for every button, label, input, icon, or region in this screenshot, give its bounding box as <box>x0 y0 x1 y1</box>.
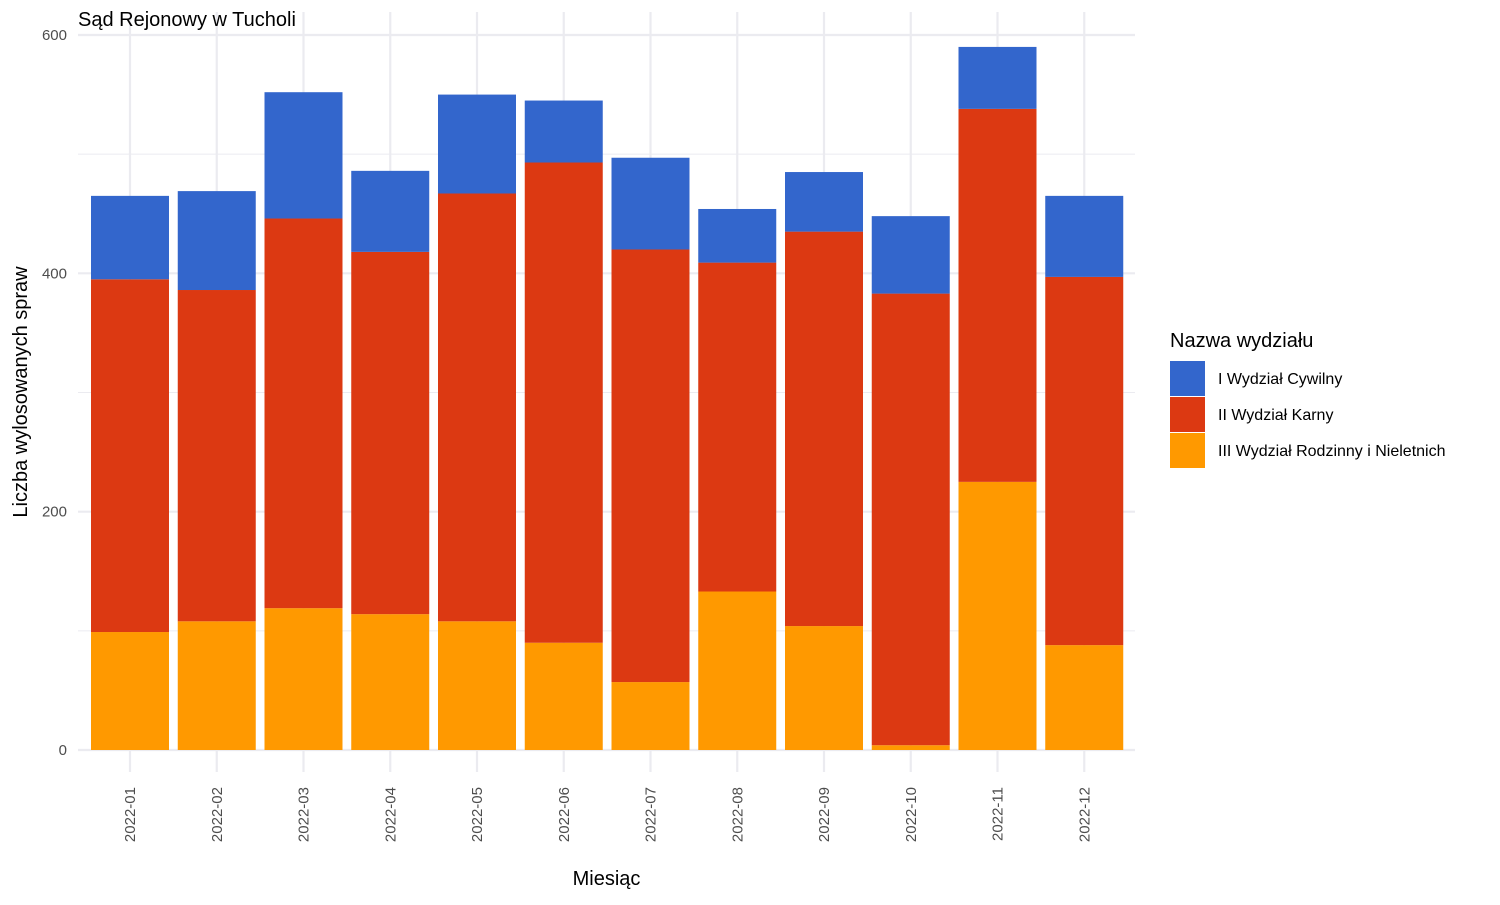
bar-segment <box>177 290 256 622</box>
bar-segment <box>785 231 863 627</box>
y-tick-label: 0 <box>59 742 67 759</box>
bar-segment <box>177 621 256 750</box>
x-tick-label: 2022-01 <box>122 787 139 842</box>
bar-segment <box>871 745 950 750</box>
bar-segment <box>177 191 256 291</box>
legend-label: I Wydział Cywilny <box>1218 371 1342 388</box>
bar-segment <box>958 108 1037 482</box>
bar-segment <box>264 218 343 609</box>
x-tick-label: 2022-10 <box>903 787 920 842</box>
axis-layer: 0 200 400 600 2022-01 2022-02 2022-03 2022-04 20… <box>42 27 1093 842</box>
legend: Nazwa wydziału I Wydział Cywilny II Wydzi… <box>1170 330 1446 468</box>
bar-segment <box>91 632 169 750</box>
bar-segment <box>1045 195 1124 277</box>
bar-segment <box>958 46 1037 109</box>
bar-segment <box>351 170 430 252</box>
bar-segment <box>785 172 863 232</box>
bar-segment <box>698 591 777 750</box>
bar-segment <box>611 682 690 750</box>
y-tick-label: 600 <box>42 27 67 44</box>
chart-title: Sąd Rejonowy w Tucholi <box>78 9 296 31</box>
bar-segment <box>351 251 430 615</box>
bar-segment <box>438 94 516 194</box>
bar-segment <box>91 195 169 280</box>
bar-segment <box>264 608 343 750</box>
x-tick-label: 2022-11 <box>990 787 1007 841</box>
bar-segment <box>264 92 343 219</box>
legend-swatch <box>1170 397 1205 432</box>
legend-swatch <box>1170 361 1205 396</box>
x-tick-label: 2022-02 <box>209 787 226 842</box>
x-tick-label: 2022-12 <box>1076 787 1093 842</box>
legend-label: II Wydział Karny <box>1218 407 1333 424</box>
bar-segment <box>611 157 690 250</box>
y-tick-label: 200 <box>42 504 67 521</box>
x-tick-label: 2022-05 <box>469 787 486 842</box>
bar-segment <box>958 481 1037 750</box>
bar-segment <box>611 249 690 683</box>
x-tick-label: 2022-07 <box>643 787 660 842</box>
bar-segment <box>524 162 603 643</box>
x-tick-label: 2022-08 <box>729 787 746 842</box>
bar-segment <box>698 208 777 263</box>
legend-label: III Wydział Rodzinny i Nieletnich <box>1218 443 1446 460</box>
bar-segment <box>698 262 777 592</box>
x-tick-label: 2022-03 <box>296 787 313 842</box>
x-tick-label: 2022-06 <box>556 787 573 842</box>
x-tick-label: 2022-09 <box>816 787 833 842</box>
bar-segment <box>438 621 516 750</box>
bar-segment <box>785 626 863 750</box>
bar-segment <box>438 193 516 622</box>
bar-segment <box>1045 645 1124 750</box>
bar-segment <box>1045 276 1124 646</box>
legend-title: Nazwa wydziału <box>1170 330 1313 352</box>
x-tick-label: 2022-04 <box>382 787 399 842</box>
bars-layer <box>91 46 1124 750</box>
legend-swatch <box>1170 433 1205 468</box>
bar-segment <box>871 216 950 294</box>
y-tick-label: 400 <box>42 265 67 282</box>
bar-segment <box>524 642 603 750</box>
x-axis-title: Miesiąc <box>573 868 641 890</box>
y-axis-title: Liczba wylosowanych spraw <box>10 266 32 518</box>
bar-segment <box>524 100 603 163</box>
bar-segment <box>871 293 950 746</box>
bar-segment <box>351 614 430 750</box>
bar-segment <box>91 279 169 633</box>
